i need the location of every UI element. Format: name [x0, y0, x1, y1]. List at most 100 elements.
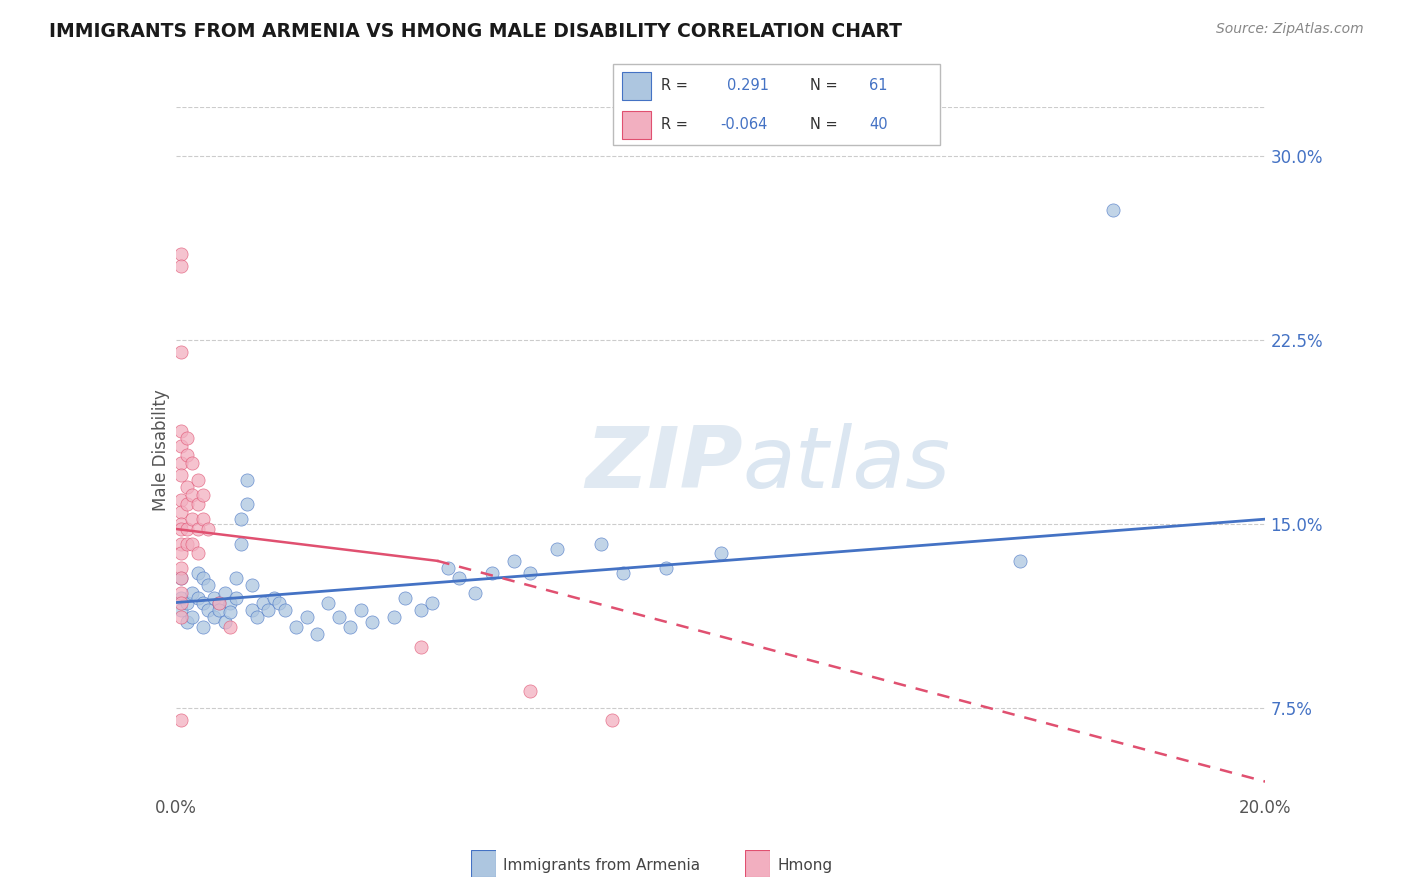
- Point: [170, 546, 193, 561]
- Text: 61: 61: [869, 78, 887, 94]
- Point: [240, 603, 263, 617]
- Point: [170, 571, 193, 585]
- Point: [186, 473, 209, 487]
- Point: [170, 345, 193, 359]
- Point: [231, 512, 253, 526]
- Text: atlas: atlas: [742, 423, 950, 506]
- Point: [176, 449, 198, 463]
- Point: [1010, 554, 1032, 568]
- Point: [481, 566, 503, 581]
- Point: [600, 714, 623, 728]
- Point: [197, 603, 219, 617]
- Point: [437, 561, 460, 575]
- Point: [176, 522, 198, 536]
- Text: -0.064: -0.064: [721, 117, 768, 132]
- Point: [231, 537, 253, 551]
- FancyBboxPatch shape: [613, 64, 941, 145]
- Point: [176, 431, 198, 445]
- Point: [328, 610, 350, 624]
- Point: [225, 571, 247, 585]
- Point: [170, 439, 193, 453]
- Point: [208, 603, 231, 617]
- Bar: [621, 71, 651, 100]
- Point: [170, 591, 193, 605]
- Text: R =: R =: [661, 117, 688, 132]
- Point: [519, 683, 541, 698]
- Point: [295, 610, 318, 624]
- Point: [181, 610, 204, 624]
- Point: [447, 571, 470, 585]
- Point: [464, 585, 486, 599]
- Point: [170, 260, 193, 274]
- Point: [710, 546, 733, 561]
- Point: [170, 537, 193, 551]
- Point: [202, 610, 225, 624]
- Point: [339, 620, 361, 634]
- Point: [170, 610, 193, 624]
- Point: [284, 620, 307, 634]
- Point: [170, 424, 193, 438]
- Point: [191, 620, 214, 634]
- Point: [1102, 202, 1125, 217]
- Point: [186, 498, 209, 512]
- Point: [170, 522, 193, 536]
- Point: [170, 571, 193, 585]
- Point: [269, 596, 291, 610]
- Point: [170, 603, 193, 617]
- Point: [350, 603, 373, 617]
- Point: [186, 522, 209, 536]
- Point: [409, 640, 432, 654]
- Point: [170, 505, 193, 519]
- Text: 0.291: 0.291: [727, 78, 769, 94]
- Point: [191, 571, 214, 585]
- Point: [186, 546, 209, 561]
- Text: N =: N =: [810, 78, 838, 94]
- Point: [252, 596, 274, 610]
- Point: [170, 247, 193, 261]
- Point: [502, 554, 524, 568]
- Point: [360, 615, 382, 630]
- Point: [420, 596, 443, 610]
- Text: IMMIGRANTS FROM ARMENIA VS HMONG MALE DISABILITY CORRELATION CHART: IMMIGRANTS FROM ARMENIA VS HMONG MALE DI…: [49, 22, 903, 41]
- Point: [589, 537, 612, 551]
- Point: [197, 522, 219, 536]
- Point: [181, 456, 204, 470]
- Point: [181, 585, 204, 599]
- Point: [191, 512, 214, 526]
- Point: [170, 585, 193, 599]
- Text: 40: 40: [869, 117, 889, 132]
- Point: [382, 610, 405, 624]
- Point: [191, 596, 214, 610]
- Point: [409, 603, 432, 617]
- Point: [186, 591, 209, 605]
- Point: [170, 596, 193, 610]
- Point: [219, 605, 242, 619]
- Point: [176, 480, 198, 494]
- Point: [246, 610, 269, 624]
- Text: Source: ZipAtlas.com: Source: ZipAtlas.com: [1216, 22, 1364, 37]
- Point: [176, 537, 198, 551]
- Point: [170, 517, 193, 532]
- Point: [170, 492, 193, 507]
- Point: [318, 596, 340, 610]
- Point: [202, 591, 225, 605]
- Point: [191, 487, 214, 501]
- Point: [240, 578, 263, 592]
- Point: [655, 561, 678, 575]
- Point: [186, 566, 209, 581]
- Point: [394, 591, 416, 605]
- Point: [176, 615, 198, 630]
- Point: [519, 566, 541, 581]
- Point: [208, 596, 231, 610]
- Point: [219, 596, 242, 610]
- Point: [263, 591, 285, 605]
- Point: [219, 620, 242, 634]
- Point: [214, 615, 236, 630]
- Point: [257, 603, 280, 617]
- Point: [176, 596, 198, 610]
- Point: [170, 467, 193, 482]
- Point: [181, 537, 204, 551]
- Text: R =: R =: [661, 78, 688, 94]
- Point: [176, 498, 198, 512]
- Y-axis label: Male Disability: Male Disability: [152, 390, 170, 511]
